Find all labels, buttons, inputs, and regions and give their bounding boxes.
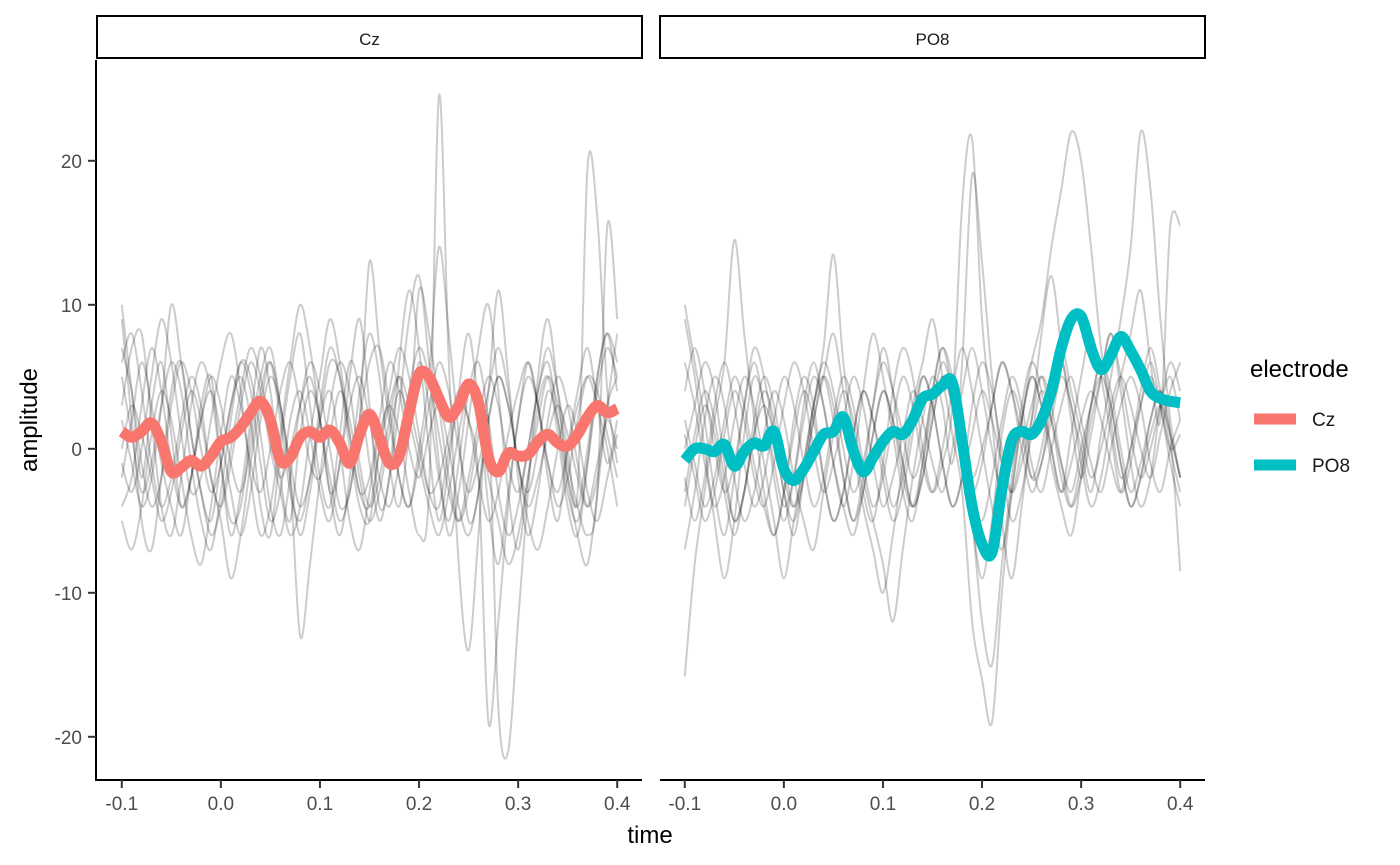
y-axis-title: amplitude — [16, 368, 43, 472]
y-tick-label: 20 — [61, 152, 82, 173]
trial-lines-po8 — [683, 129, 1182, 727]
y-tick-label: -10 — [55, 584, 82, 605]
x-tick-label: 0.0 — [771, 794, 797, 815]
trial-line — [683, 346, 1182, 537]
x-ticks-po8: -0.1 0.0 0.1 0.2 0.3 0.4 — [668, 780, 1194, 815]
trial-line — [120, 150, 619, 523]
trial-line — [120, 289, 619, 566]
x-axis-title: time — [627, 822, 672, 849]
x-tick-label: 0.4 — [1167, 794, 1194, 815]
mean-line-po8 — [680, 308, 1181, 562]
panel-po8: PO8 — [659, 15, 1206, 727]
legend: electrode Cz PO8 — [1250, 356, 1350, 477]
strip-box-cz — [96, 15, 643, 59]
legend-label-po8: PO8 — [1312, 456, 1350, 477]
x-tick-label: 0.3 — [505, 794, 531, 815]
panel-cz: Cz — [96, 15, 643, 760]
mean-line-cz — [118, 365, 620, 479]
y-tick-label: 10 — [61, 296, 82, 317]
x-tick-label: 0.4 — [604, 794, 631, 815]
x-tick-label: -0.1 — [105, 794, 138, 815]
y-tick-label: 0 — [71, 440, 82, 461]
x-tick-label: 0.2 — [406, 794, 432, 815]
trial-line — [683, 238, 1182, 677]
trial-line — [683, 130, 1182, 727]
trial-line — [683, 375, 1182, 537]
trial-line — [683, 346, 1182, 580]
y-tick-label: -20 — [55, 728, 82, 749]
x-tick-label: 0.1 — [870, 794, 896, 815]
trial-line — [683, 346, 1182, 522]
trial-lines-cz — [120, 93, 619, 760]
legend-title: electrode — [1250, 356, 1349, 383]
x-tick-label: -0.1 — [668, 794, 701, 815]
x-tick-label: 0.1 — [307, 794, 333, 815]
trial-line — [120, 328, 619, 538]
strip-label-po8: PO8 — [915, 30, 949, 49]
trial-line — [120, 286, 619, 537]
x-tick-label: 0.2 — [969, 794, 995, 815]
strip-label-cz: Cz — [359, 30, 380, 49]
trial-line — [120, 346, 619, 551]
mean-line-cz — [118, 365, 620, 479]
axes: -20 -10 0 10 20 -0.1 0.0 0.1 0.2 0.3 0.4 -0.1 0.0 0… — [55, 60, 1205, 815]
y-ticks: -20 -10 0 10 20 — [55, 152, 96, 749]
strip-box-po8 — [659, 15, 1206, 59]
x-tick-label: 0.3 — [1068, 794, 1094, 815]
trial-line — [120, 220, 619, 566]
x-ticks-cz: -0.1 0.0 0.1 0.2 0.3 0.4 — [105, 780, 631, 815]
mean-line-po8 — [680, 308, 1181, 562]
x-tick-label: 0.0 — [208, 794, 234, 815]
trial-line — [120, 245, 619, 552]
trial-line — [683, 129, 1182, 580]
trial-line — [683, 210, 1182, 537]
legend-label-cz: Cz — [1312, 410, 1335, 431]
trial-line — [120, 93, 619, 760]
trial-line — [120, 259, 619, 537]
